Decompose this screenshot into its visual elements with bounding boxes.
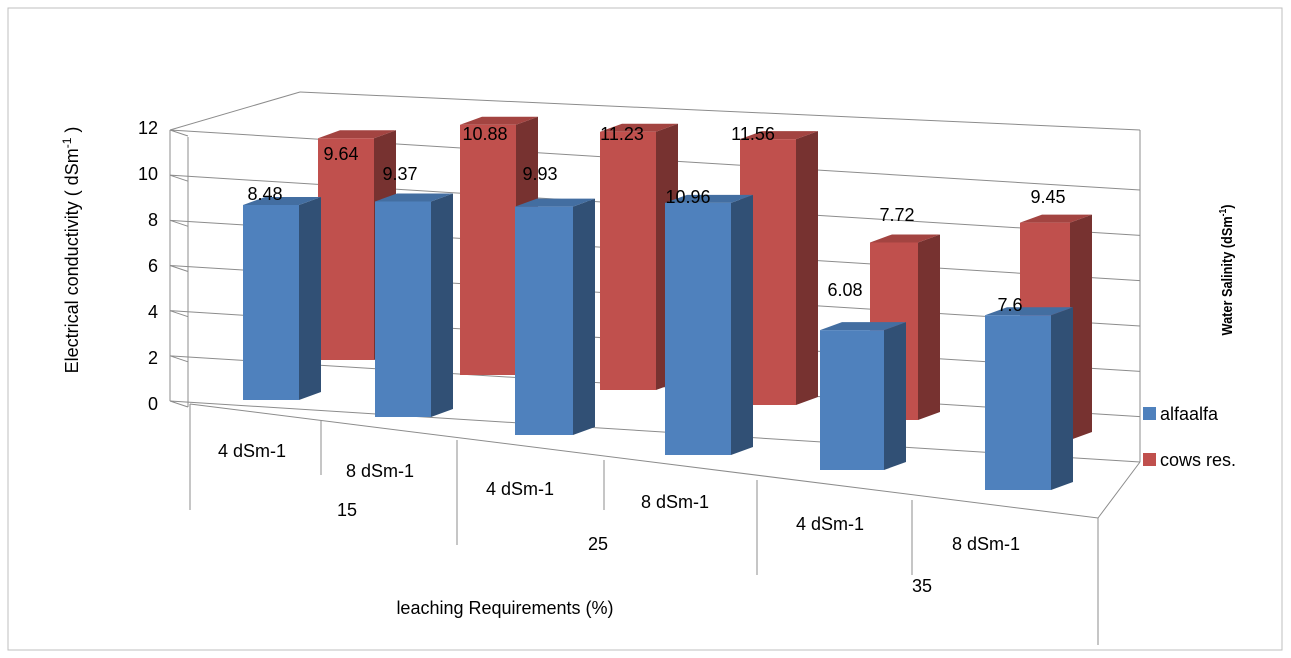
data-label-cows-res: 7.72 [879, 205, 914, 225]
bar-cows-res-2-top [600, 123, 678, 132]
bar-alfaalfa-3-side [731, 194, 753, 456]
bar-cows-res-3-top [740, 131, 818, 140]
bar-cows-res-1-front [460, 124, 516, 375]
bar-cows-res-3-side [796, 131, 818, 405]
data-label-cows-res: 9.64 [323, 144, 358, 164]
legend-label-alfaalfa: alfaalfa [1160, 404, 1219, 424]
bar-alfaalfa-4-top [820, 322, 906, 331]
bar-alfaalfa-5-front [985, 315, 1051, 490]
bar-cows-res-5-top [1020, 214, 1092, 223]
data-label-cows-res: 11.56 [731, 124, 775, 144]
category-label: 4 dSm-1 [486, 479, 554, 499]
bar-cows-res-1-top [460, 116, 538, 125]
category-label: 8 dSm-1 [952, 534, 1020, 554]
bar-alfaalfa-1-front [375, 201, 431, 417]
bar-cows-res-5-side [1070, 214, 1092, 440]
bars-layer [243, 116, 1092, 490]
z-axis-title: Water Salinity (dSm-1) [1217, 205, 1235, 336]
group-label: 25 [588, 534, 608, 554]
bar-alfaalfa-5-top [985, 307, 1073, 316]
data-label-cows-res: 10.88 [462, 124, 507, 144]
x-axis-title: leaching Requirements (%) [396, 598, 613, 618]
bar-alfaalfa-0-side [299, 196, 321, 400]
bar-alfaalfa-5-side [1051, 307, 1073, 490]
bar-alfaalfa-4-front [820, 330, 884, 470]
y-tick-label: 0 [148, 394, 158, 414]
data-label-alfaalfa: 6.08 [827, 280, 862, 300]
category-label: 4 dSm-1 [796, 514, 864, 534]
group-label: 35 [912, 576, 932, 596]
bar-cows-res-4-side [918, 234, 940, 420]
bar-alfaalfa-0-top [243, 196, 321, 205]
legend: alfaalfa cows res. [1143, 404, 1236, 470]
labels-layer: 0 2 4 6 8 10 12 9.64 10.88 11.23 11.56 7.72 9.45 8.48… [138, 118, 1066, 596]
data-label-alfaalfa: 9.37 [382, 164, 417, 184]
bar-cows-res-3-front [740, 139, 796, 405]
y-tick-label: 2 [148, 348, 158, 368]
category-label: 4 dSm-1 [218, 441, 286, 461]
group-label: 15 [337, 500, 357, 520]
left-wall-top [169, 91, 301, 131]
legend-swatch-alfaalfa [1143, 407, 1156, 420]
bar-alfaalfa-2-front [515, 206, 573, 435]
data-label-cows-res: 11.23 [600, 124, 644, 144]
back-wall-top [299, 91, 1141, 131]
legend-label-cows-res: cows res. [1160, 450, 1236, 470]
bar-alfaalfa-2-top [515, 198, 595, 207]
y-tick-label: 6 [148, 256, 158, 276]
bar-alfaalfa-4-side [884, 322, 906, 470]
y-tick-label: 8 [148, 210, 158, 230]
data-label-alfaalfa: 8.48 [247, 184, 282, 204]
y-tick-label: 10 [138, 164, 158, 184]
bar-cows-res-0-front [318, 138, 374, 360]
bar-alfaalfa-2-side [573, 198, 595, 435]
bar-alfaalfa-1-top [375, 193, 453, 202]
category-label: 8 dSm-1 [346, 461, 414, 481]
y-axis-title: Electrical conductivity ( dSm-1 ) [60, 127, 82, 374]
bar-cows-res-0-top [318, 130, 396, 139]
bar-alfaalfa-3-top [665, 194, 753, 203]
y-tick-label: 12 [138, 118, 158, 138]
y-tick-label: 4 [148, 302, 158, 322]
bar-cows-res-4-top [870, 234, 940, 243]
data-label-alfaalfa: 10.96 [665, 187, 710, 207]
bar-alfaalfa-3-front [665, 202, 731, 455]
data-label-alfaalfa: 7.6 [997, 295, 1022, 315]
data-label-alfaalfa: 9.93 [522, 164, 557, 184]
bar-cows-res-2-front [600, 131, 656, 390]
category-label: 8 dSm-1 [641, 492, 709, 512]
bar-alfaalfa-1-side [431, 193, 453, 417]
legend-swatch-cows-res [1143, 453, 1156, 466]
bar-alfaalfa-0-front [243, 204, 299, 400]
data-label-cows-res: 9.45 [1030, 187, 1065, 207]
